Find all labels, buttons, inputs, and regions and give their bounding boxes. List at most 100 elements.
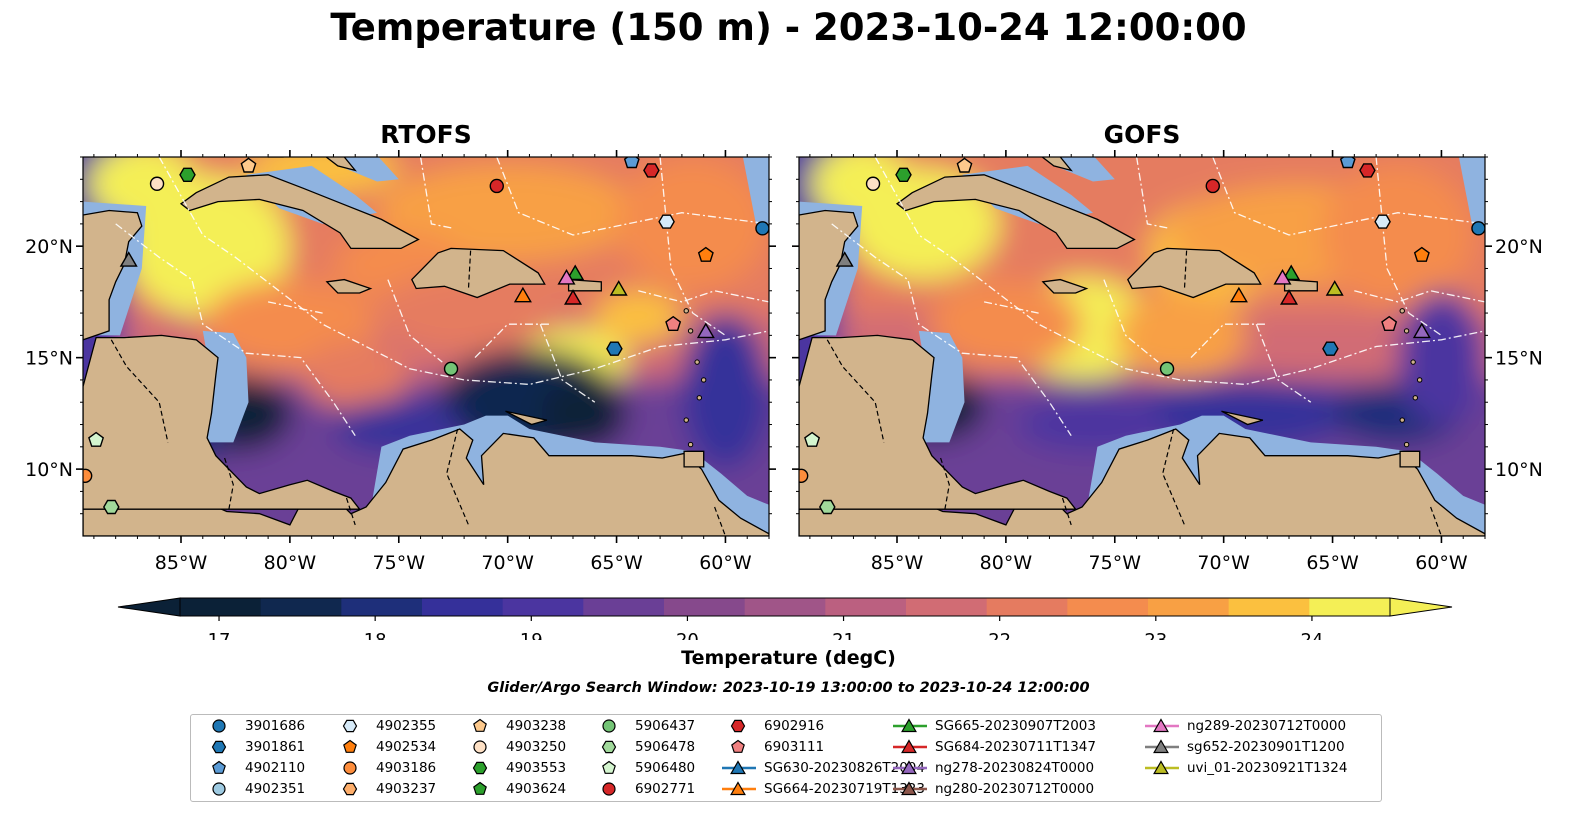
lon-tick-label: 75°W [1089,552,1142,574]
legend-label: 4903624 [506,781,567,797]
obs-marker-4903553 [179,167,196,183]
lat-tick-label: 15°N [1495,348,1543,370]
land [683,450,705,468]
obs-marker-SG665-20230907T2003 [566,264,585,281]
map-panel-gofs [799,157,1485,536]
obs-marker-4903250 [149,176,165,191]
legend-marker-icon [731,739,745,753]
obs-marker-6902916 [1359,163,1376,178]
colorbar-bin [1067,598,1149,616]
legend-label: ng289-20230712T0000 [1187,718,1347,734]
legend-label: 6902916 [764,718,825,734]
land [411,247,546,299]
legend-marker-icon [343,739,357,753]
lon-tick-label: 70°W [1197,552,1250,574]
obs-marker-4902110 [623,157,640,169]
legend-marker-icon [212,782,226,796]
obs-marker-5906478 [818,499,836,515]
shelf [1458,157,1485,229]
lon-tick-label: 80°W [980,552,1033,574]
colorbar-bin [341,598,423,616]
legend-label: ng278-20230824T0000 [935,760,1095,776]
legend-marker-icon [473,718,487,732]
land [799,334,1077,510]
legend-marker-icon [342,719,358,733]
obs-marker-5906480 [804,431,821,447]
colorbar-bin [986,598,1068,616]
legend-marker-icon [602,782,616,796]
obs-marker-SG665-20230907T2003 [1282,264,1301,281]
legend-marker-icon [212,719,226,733]
legend-marker-icon [722,781,756,796]
colorbar-bin [180,598,262,616]
legend-label: 4903237 [376,781,437,797]
land [567,278,602,292]
colorbar: 17 18 19 20 21 22 23 24 [117,597,1453,640]
obs-marker-4903186 [83,468,93,484]
legend-label: 4903553 [506,760,567,776]
search-window-text: Glider/Argo Search Window: 2023-10-19 13… [487,680,1090,696]
legend-marker-icon [343,761,357,775]
legend-label: 4902110 [245,760,306,776]
land [325,278,373,294]
legend-label: 5906478 [635,739,696,755]
obs-marker-6902916 [643,163,660,178]
obs-marker-sg652-20230901T1200 [119,251,138,267]
colorbar-bin [502,598,584,616]
figure-title: Temperature (150 m) - 2023-10-24 12:00:0… [330,6,1247,49]
legend-marker-icon [601,740,617,754]
lon-tick-label: 70°W [481,552,534,574]
obs-marker-SG664-20230719T1323 [1229,286,1248,303]
obs-marker-4902534 [697,246,714,262]
legend: 3901686 3901861 4902110 4902351 4902355 49025… [190,714,1382,802]
legend-marker-icon [893,781,927,796]
legend-label: 4903238 [506,718,567,734]
lon-tick-label: 60°W [699,552,752,574]
colorbar-tick-label: 22 [988,630,1011,640]
land [1041,157,1073,172]
legend-label: sg652-20230901T1200 [1187,739,1345,755]
legend-label: 6903111 [764,739,825,755]
lon-tick-label: 60°W [1415,552,1468,574]
obs-marker-6903111 [665,315,682,331]
legend-marker-icon [893,739,927,754]
colorbar-bin [1309,598,1391,616]
legend-label: 5906437 [635,718,696,734]
legend-marker-icon [342,782,358,796]
colorbar-bin [1228,598,1310,616]
legend-label: 5906480 [635,760,696,776]
colorbar-tick-label: 17 [208,630,231,640]
obs-marker-3901686 [1471,221,1485,236]
legend-label: uvi_01-20230921T1324 [1187,760,1348,776]
obs-marker-sg652-20230901T1200 [835,251,854,267]
colorbar-tick-label: 21 [832,630,855,640]
legend-label: ng280-20230712T0000 [935,781,1095,797]
legend-label: 3901861 [245,739,306,755]
legend-label: SG664-20230719T1323 [764,781,925,797]
panel-title-rtofs: RTOFS [380,120,472,149]
obs-marker-4903238 [240,157,257,173]
land [1283,278,1318,292]
colorbar-label: Temperature (degC) [681,647,896,669]
legend-label: 6902771 [635,781,696,797]
colorbar-tick-label: 19 [520,630,543,640]
legend-marker-icon [1145,760,1179,775]
land [1127,247,1262,299]
legend-marker-icon [893,760,927,775]
lon-tick-label: 65°W [590,552,643,574]
legend-marker-icon [1145,739,1179,754]
legend-label: 4902534 [376,739,437,755]
obs-marker-ng289-20230712T0000 [1273,269,1292,285]
legend-label: 4902355 [376,718,437,734]
lon-tick-label: 75°W [373,552,426,574]
legend-label: 4903186 [376,760,437,776]
legend-label: SG665-20230907T2003 [935,718,1096,734]
legend-marker-icon [1145,718,1179,733]
obs-marker-SG684-20230711T1347 [1279,289,1299,305]
legend-label: 3901686 [245,718,306,734]
obs-marker-4902355 [658,214,675,229]
lon-tick-label: 85°W [155,552,208,574]
colorbar-tick-label: 23 [1144,630,1167,640]
obs-marker-6902771 [489,178,504,194]
colorbar-bin [422,598,504,616]
